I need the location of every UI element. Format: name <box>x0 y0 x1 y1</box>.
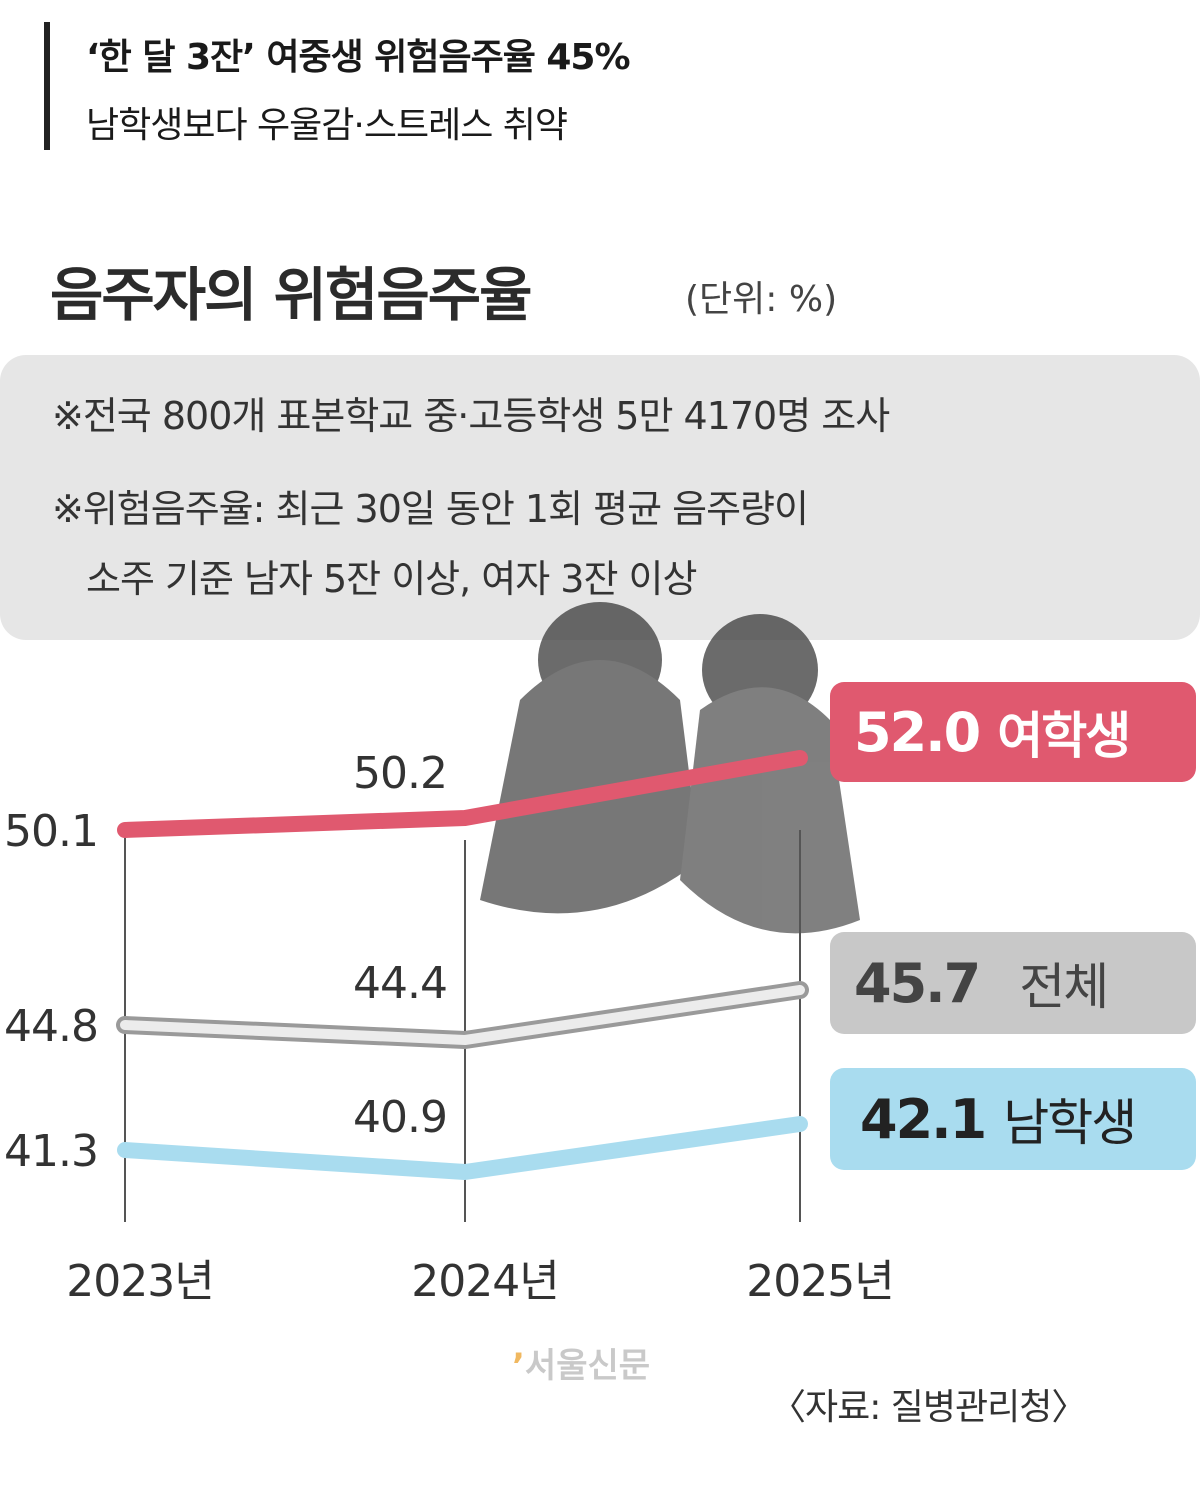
headline-line-1: ‘한 달 3잔’ 여중생 위험음주율 45% <box>86 37 631 78</box>
value-label-2024-female: 50.2 <box>353 748 447 799</box>
legend-badge-total: 45.7 전체 <box>830 932 1196 1034</box>
male-2025-value: 42.1 <box>860 1087 987 1151</box>
publisher-logo: ’서울신문 <box>512 1338 650 1387</box>
series-line-female <box>117 750 808 838</box>
male-series-name: 남학생 <box>1003 1094 1137 1152</box>
value-label-2023-total: 44.8 <box>4 1001 98 1052</box>
value-label-2023-female: 50.1 <box>4 806 98 857</box>
series-line-male <box>117 1116 808 1180</box>
point-value-labels: 50.1 44.8 41.3 50.2 44.4 40.9 <box>4 748 448 1177</box>
value-label-2024-total: 44.4 <box>353 958 447 1009</box>
x-tick-3: 2025년 <box>746 1256 893 1307</box>
logo-text: 서울신문 <box>524 1346 651 1386</box>
female-series-name: 여학생 <box>997 707 1131 765</box>
x-tick-2: 2024년 <box>411 1256 558 1307</box>
legend-badge-female: 52.0 여학생 <box>830 682 1196 782</box>
total-series-name: 전체 <box>1019 958 1109 1016</box>
x-tick-1: 2023년 <box>66 1256 213 1307</box>
note-definition-cont: 소주 기준 남자 5잔 이상, 여자 3잔 이상 <box>86 557 697 601</box>
chart-unit: (단위: %) <box>685 279 838 320</box>
note-box <box>0 355 1200 640</box>
total-2025-value: 45.7 <box>854 951 981 1015</box>
students-silhouette-illustration <box>480 602 860 934</box>
female-2025-value: 52.0 <box>854 700 981 764</box>
value-label-2024-male: 40.9 <box>353 1092 447 1143</box>
value-label-2023-male: 41.3 <box>4 1126 98 1177</box>
note-survey: ※전국 800개 표본학교 중·고등학생 5만 4170명 조사 <box>52 394 890 438</box>
x-axis-tick-labels: 2023년 2024년 2025년 <box>66 1256 894 1307</box>
headline-accent-bar <box>44 22 50 150</box>
series-lines <box>116 750 809 1180</box>
legend-badge-male: 42.1 남학생 <box>830 1068 1196 1170</box>
note-definition: ※위험음주율: 최근 30일 동안 1회 평균 음주량이 <box>52 487 809 531</box>
series-line-total <box>120 985 805 1045</box>
source-credit: 〈자료: 질병관리청〉 <box>770 1387 1087 1428</box>
logo-mark: ’ <box>512 1346 525 1386</box>
headline-line-2: 남학생보다 우울감·스트레스 취약 <box>86 105 568 146</box>
chart-title: 음주자의 위험음주율 <box>50 261 532 329</box>
